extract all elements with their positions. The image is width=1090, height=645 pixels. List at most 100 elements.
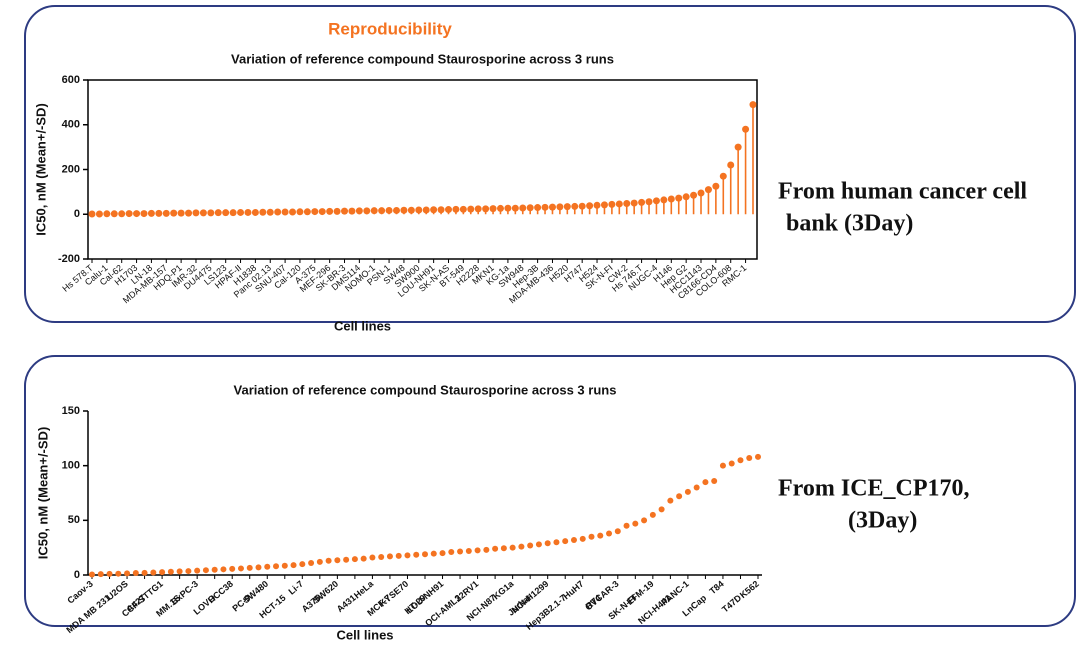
dot [697,189,705,197]
dot [192,209,200,217]
dot [711,477,718,484]
dot [185,209,193,217]
dot [719,172,727,180]
x-tick-label: K562 [738,579,761,600]
y-tick-label: -200 [58,253,80,265]
dot [370,207,378,215]
dot [444,206,452,214]
dot [727,161,735,169]
dot [255,564,262,571]
dot [562,538,569,545]
x-tick-label: BxPC-3 [169,579,200,607]
y-tick-label: 200 [62,163,80,175]
dot [496,204,504,212]
dot [229,565,236,572]
x-tick-label: 22RV1 [453,579,480,604]
dot [734,143,742,151]
dot [115,570,122,577]
dot [586,202,594,210]
dot [422,206,430,214]
dot [89,571,95,578]
dot [407,206,415,214]
dot [571,202,579,210]
dot [159,569,166,576]
dot [570,537,577,544]
dot [363,207,371,215]
chart-title: Variation of reference compound Staurosp… [234,382,617,397]
dot [404,552,411,559]
dot [544,540,551,547]
dot [614,528,621,535]
dot [465,547,472,554]
dot [667,497,674,504]
dot [492,545,499,552]
x-tick-label: SW480 [241,579,270,606]
dot [333,207,341,215]
dot [746,455,753,462]
dot [676,493,683,500]
dot [259,208,267,216]
x-tick-label: KYSE70 [377,579,410,609]
x-axis-title: Cell lines [334,318,391,333]
panel-frame [24,355,1076,627]
dot [638,198,646,206]
dot [214,209,222,217]
dot [588,533,595,540]
dot [316,558,323,565]
dot [712,182,720,190]
dot [88,210,96,218]
dot [518,543,525,550]
dot [355,207,363,215]
x-tick-label: PANC-1 [659,579,691,608]
x-tick-label: T84 [707,579,725,597]
note-line: From ICE_CP170, [778,476,970,502]
dot [457,548,464,555]
dot [509,544,516,551]
dot [437,206,445,214]
y-tick-label: 0 [74,208,80,220]
dot [303,208,311,216]
chart-title: Variation of reference compound Staurosp… [231,51,614,66]
x-tick-label: EFM-19 [625,579,656,607]
dot [341,207,349,215]
dot [548,203,556,211]
dot [177,209,185,217]
dot [141,569,148,576]
panel-frame [24,5,1076,323]
dot [474,205,482,213]
dot [167,568,174,575]
x-tick-label: HCT-15 [257,593,287,621]
dot [511,204,519,212]
x-tick-label: HCC38 [206,579,235,606]
dot [334,557,341,564]
dot [237,208,245,216]
note-line: bank (3Day) [786,211,913,237]
dot [500,545,507,552]
dot [378,553,385,560]
dot [207,209,215,217]
dot [185,568,192,575]
x-tick-label: SW620 [311,579,340,606]
dot [393,206,401,214]
dot [266,208,274,216]
dot [97,571,104,578]
dot [395,552,402,559]
dot [600,201,608,209]
dot [563,203,571,211]
dot [467,205,475,213]
dot [378,207,386,215]
dot [281,562,288,569]
dot [422,551,428,558]
dot [194,567,201,574]
dot [578,202,586,210]
dot [140,210,148,218]
dot [264,563,271,570]
dot [124,570,131,577]
y-tick-label: 400 [62,119,80,131]
dot [623,200,631,208]
dot [430,206,438,214]
dot [553,539,560,546]
dot [534,204,542,212]
dot [369,554,376,561]
